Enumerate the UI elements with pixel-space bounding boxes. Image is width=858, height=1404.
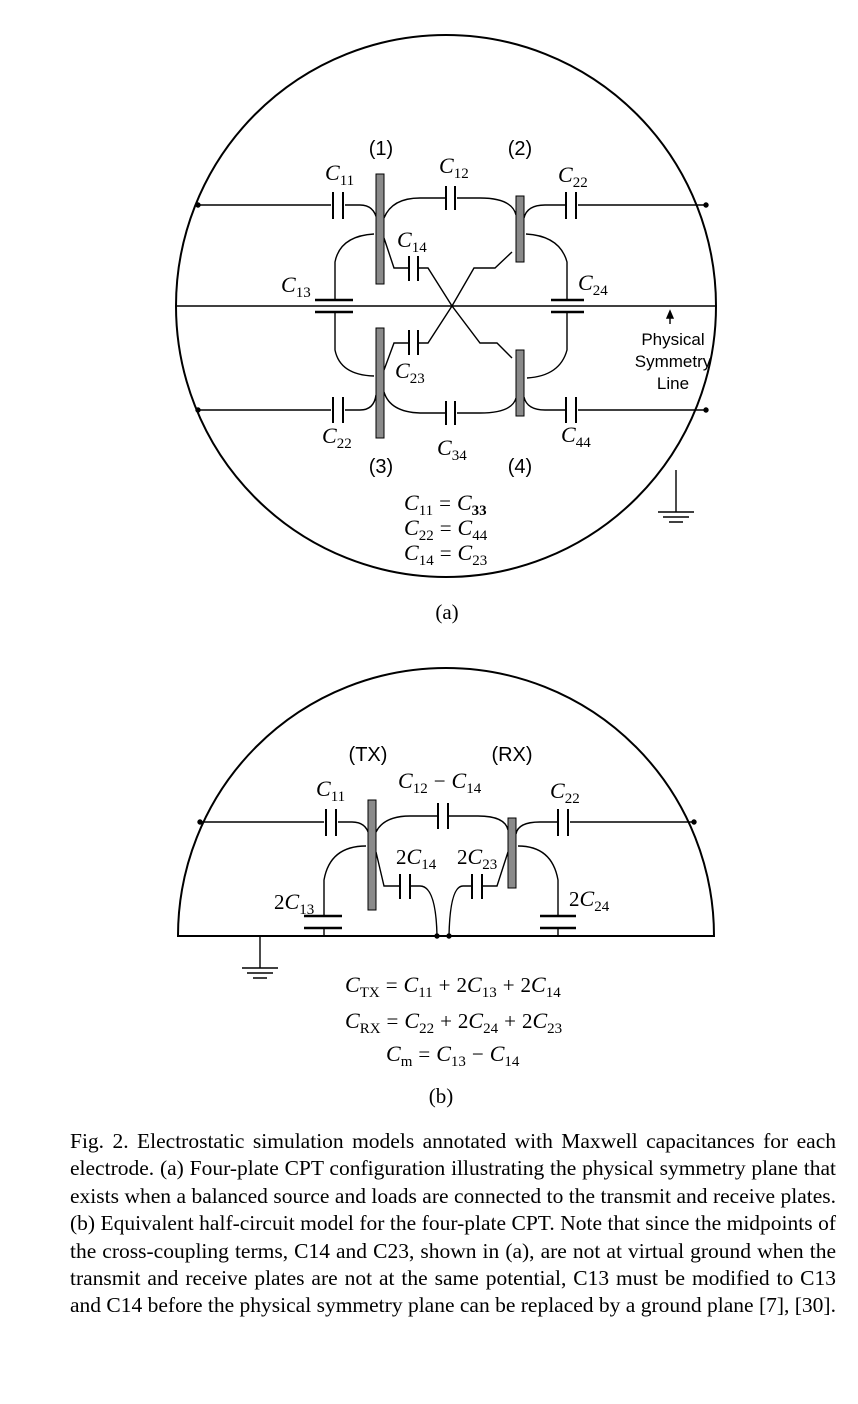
- figure-caption: Fig. 2. Electrostatic simulation models …: [70, 1129, 836, 1318]
- a-label-c14: C14: [397, 227, 427, 256]
- b-label-2c23: 2C23: [457, 844, 497, 873]
- b-equation-rx: CRX = C22 +2C24 +2C23: [345, 1008, 562, 1037]
- a-wire-c22-bot: [198, 394, 377, 411]
- b-plate-label-tx: (TX): [349, 744, 388, 766]
- b-label-c12-minus-c14: C12− C14: [398, 768, 482, 797]
- a-symmetry-label-1: Physical: [641, 330, 704, 349]
- b-label-2c13: 2C13: [274, 889, 314, 918]
- b-wire-c23: [448, 851, 509, 937]
- b-wire-c22: [515, 821, 694, 835]
- b-equation-tx: CTX = C11 +2C13 +2C14: [345, 972, 561, 1001]
- a-plate-1: [375, 173, 385, 285]
- a-label-c13: C13: [281, 272, 311, 301]
- a-label-c12: C12: [439, 153, 469, 182]
- b-plate-tx: [367, 799, 377, 911]
- b-label-2c14: 2C14: [396, 844, 437, 873]
- a-plate-3: [375, 327, 385, 439]
- a-plate-4: [515, 349, 525, 417]
- b-label-c11: C11: [316, 776, 345, 805]
- a-plate-label-4: (4): [508, 456, 532, 478]
- a-wire-c23: [383, 304, 513, 371]
- a-wire-c14: [383, 237, 513, 308]
- a-label-c22-top: C22: [558, 162, 588, 191]
- a-wire-c34: [383, 391, 517, 414]
- a-plate-label-3: (3): [369, 456, 393, 478]
- a-wire-c24: [525, 233, 568, 379]
- a-symmetry-label-3: Line: [657, 374, 689, 393]
- a-wire-c11: [198, 204, 378, 221]
- a-wire-c44: [523, 396, 706, 411]
- b-wire-c14: [375, 851, 438, 937]
- b-wire-c11: [200, 821, 370, 836]
- b-plate-rx: [507, 817, 517, 889]
- a-equation-2: C22 = C44: [404, 515, 488, 544]
- a-label-c24: C24: [578, 270, 608, 299]
- b-wire-c13: [323, 845, 367, 936]
- a-wire-c12: [383, 197, 517, 219]
- b-wire-c12: [375, 815, 509, 833]
- a-symmetry-label-2: Symmetry: [635, 352, 712, 371]
- b-label-c22: C22: [550, 778, 580, 807]
- a-wire-c13: [334, 233, 375, 377]
- a-plate-2: [515, 195, 525, 263]
- a-label-c34: C34: [437, 435, 467, 464]
- b-ground-symbol: [242, 936, 278, 979]
- a-wire-c22-top: [523, 204, 706, 219]
- a-equation-3: C14 = C23: [404, 540, 487, 569]
- b-wire-c24: [517, 845, 559, 936]
- b-half-circle: [176, 667, 716, 937]
- b-equation-cm: Cm = C13− C14: [386, 1041, 520, 1070]
- a-label-c44: C44: [561, 422, 591, 451]
- a-label-c23: C23: [395, 358, 425, 387]
- b-panel-label: (b): [429, 1084, 454, 1108]
- b-plate-label-rx: (RX): [491, 744, 532, 766]
- a-plate-label-2: (2): [508, 138, 532, 160]
- a-label-c22-bot: C22: [322, 423, 352, 452]
- a-ground-symbol: [658, 470, 694, 523]
- b-label-2c24: 2C24: [569, 886, 610, 915]
- a-label-c11: C11: [325, 160, 354, 189]
- a-equation-1: C11 = C33: [404, 490, 487, 519]
- a-panel-label: (a): [435, 600, 458, 624]
- a-plate-label-1: (1): [369, 138, 393, 160]
